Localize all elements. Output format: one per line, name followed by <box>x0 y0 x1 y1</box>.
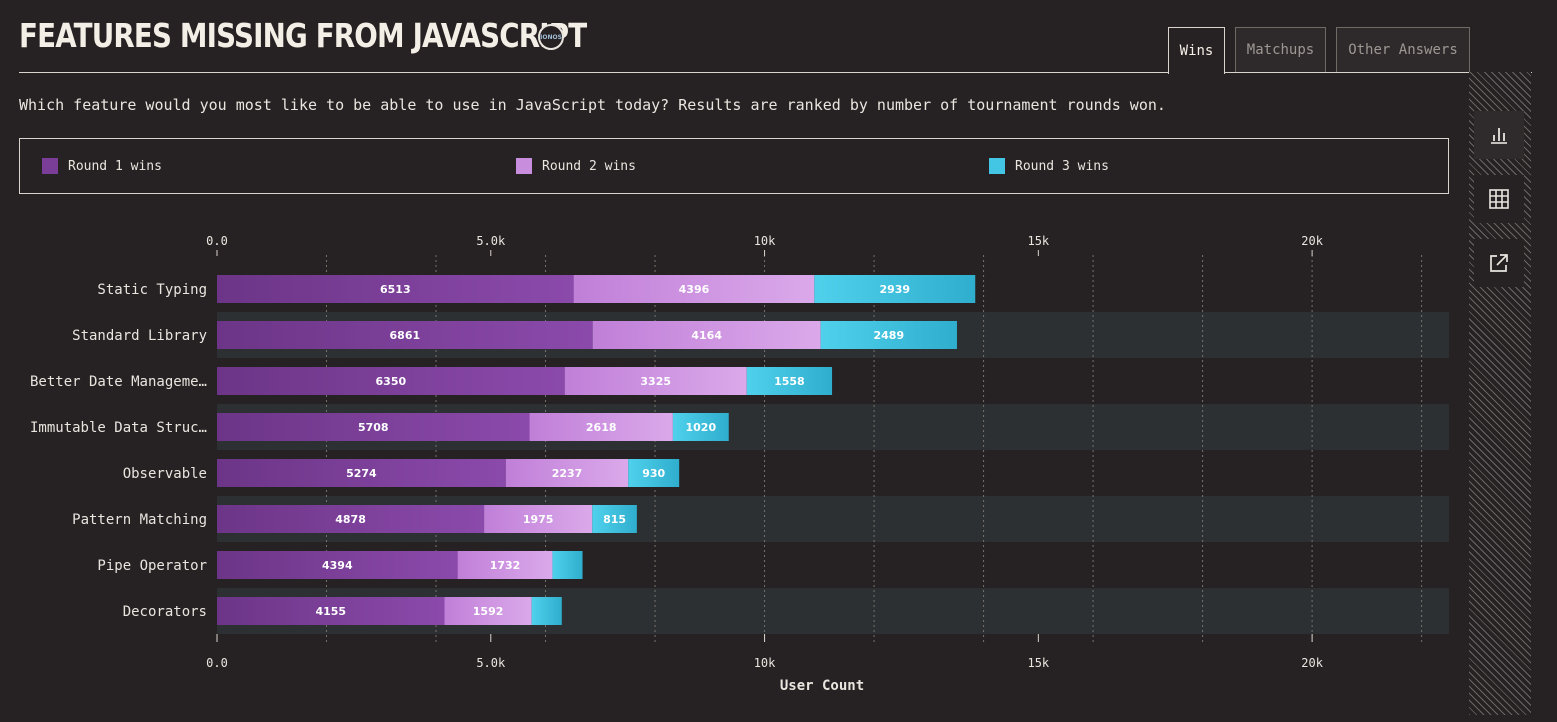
bar-segment-round-3[interactable] <box>531 597 562 625</box>
legend-item-round-3[interactable]: Round 3 wins <box>989 158 1109 174</box>
x-tick-label-top: 10k <box>754 234 776 248</box>
category-label: Decorators <box>123 604 207 620</box>
bar-segment-round-2[interactable] <box>564 367 747 395</box>
x-tick-label-bottom: 5.0k <box>476 656 506 670</box>
bar-value-label: 6350 <box>376 375 407 388</box>
bar-value-label: 1020 <box>686 421 717 434</box>
bar-segment-round-3[interactable] <box>746 367 833 395</box>
legend-swatch-round-1 <box>42 158 58 174</box>
bar-value-label: 5274 <box>346 467 377 480</box>
bar-segment-round-1[interactable] <box>217 597 445 625</box>
page-title: FEATURES MISSING FROM JAVASCRIPT <box>19 16 587 55</box>
category-label: Pattern Matching <box>72 512 207 528</box>
bar-value-label: 1558 <box>774 375 805 388</box>
category-label: Better Date Manageme… <box>30 374 207 390</box>
bar-segment-round-3[interactable] <box>672 413 729 441</box>
chart-legend: Round 1 wins Round 2 wins Round 3 wins <box>19 138 1449 194</box>
category-label: Static Typing <box>97 282 207 298</box>
legend-label-round-2: Round 2 wins <box>542 158 636 174</box>
tab-other-answers[interactable]: Other Answers <box>1336 27 1470 72</box>
category-label: Immutable Data Struc… <box>30 420 207 436</box>
category-label: Pipe Operator <box>97 558 207 574</box>
external-link-icon <box>1490 254 1508 272</box>
category-label: Observable <box>123 466 207 482</box>
x-tick-label-bottom: 10k <box>754 656 776 670</box>
bar-value-label: 3325 <box>640 375 671 388</box>
chart-subtitle: Which feature would you most like to be … <box>19 96 1166 114</box>
bar-value-label: 5708 <box>358 421 389 434</box>
bar-value-label: 4878 <box>335 513 366 526</box>
bar-value-label: 2939 <box>879 283 910 296</box>
bar-segment-round-1[interactable] <box>217 413 530 441</box>
header-divider <box>19 72 1532 73</box>
bar-value-label: 1732 <box>490 559 521 572</box>
legend-item-round-2[interactable]: Round 2 wins <box>516 158 636 174</box>
bar-value-label: 1975 <box>523 513 554 526</box>
view-table-button[interactable] <box>1474 175 1524 223</box>
bar-segment-round-2[interactable] <box>444 597 532 625</box>
bar-segment-round-1[interactable] <box>217 367 565 395</box>
bar-value-label: 2489 <box>874 329 905 342</box>
tab-matchups[interactable]: Matchups <box>1235 27 1326 72</box>
bar-segment-round-3[interactable] <box>628 459 680 487</box>
bar-segment-round-3[interactable] <box>820 321 957 349</box>
legend-swatch-round-3 <box>989 158 1005 174</box>
bar-segment-round-2[interactable] <box>505 459 629 487</box>
bar-value-label: 4164 <box>691 329 722 342</box>
legend-label-round-3: Round 3 wins <box>1015 158 1109 174</box>
bar-segment-round-2[interactable] <box>484 505 593 533</box>
bar-value-label: 6513 <box>380 283 411 296</box>
bar-value-label: 4394 <box>322 559 353 572</box>
bar-chart-icon <box>1491 128 1507 144</box>
x-tick-label-top: 15k <box>1027 234 1049 248</box>
sponsor-logo[interactable]: IONOS <box>538 24 564 50</box>
bar-segment-round-2[interactable] <box>573 275 815 303</box>
x-tick-label-top: 0.0 <box>206 234 228 248</box>
x-tick-label-top: 20k <box>1301 234 1323 248</box>
bar-segment-round-3[interactable] <box>552 551 583 579</box>
bar-value-label: 4155 <box>315 605 346 618</box>
bar-segment-round-1[interactable] <box>217 551 458 579</box>
bar-segment-round-3[interactable] <box>592 505 637 533</box>
bar-value-label: 2618 <box>586 421 617 434</box>
bar-segment-round-1[interactable] <box>217 275 574 303</box>
tab-wins[interactable]: Wins <box>1168 27 1225 74</box>
bar-value-label: 4396 <box>679 283 710 296</box>
legend-label-round-1: Round 1 wins <box>68 158 162 174</box>
legend-item-round-1[interactable]: Round 1 wins <box>42 158 162 174</box>
bar-segment-round-2[interactable] <box>592 321 821 349</box>
legend-swatch-round-2 <box>516 158 532 174</box>
view-chart-button[interactable] <box>1474 111 1524 159</box>
bar-segment-round-1[interactable] <box>217 505 485 533</box>
category-label: Standard Library <box>72 328 207 344</box>
bar-segment-round-1[interactable] <box>217 321 593 349</box>
share-link-button[interactable] <box>1474 239 1524 287</box>
bar-value-label: 1592 <box>473 605 504 618</box>
table-icon <box>1489 189 1509 209</box>
x-tick-label-bottom: 20k <box>1301 656 1323 670</box>
bar-value-label: 815 <box>603 513 626 526</box>
x-tick-label-top: 5.0k <box>476 234 506 248</box>
bar-value-label: 930 <box>642 467 665 480</box>
x-axis-title: User Count <box>780 678 864 694</box>
bar-value-label: 6861 <box>390 329 421 342</box>
x-tick-label-bottom: 0.0 <box>206 656 228 670</box>
bar-segment-round-1[interactable] <box>217 459 506 487</box>
bar-segment-round-2[interactable] <box>529 413 673 441</box>
bar-segment-round-2[interactable] <box>457 551 553 579</box>
bar-segment-round-3[interactable] <box>814 275 976 303</box>
bar-value-label: 2237 <box>552 467 583 480</box>
x-tick-label-bottom: 15k <box>1027 656 1049 670</box>
